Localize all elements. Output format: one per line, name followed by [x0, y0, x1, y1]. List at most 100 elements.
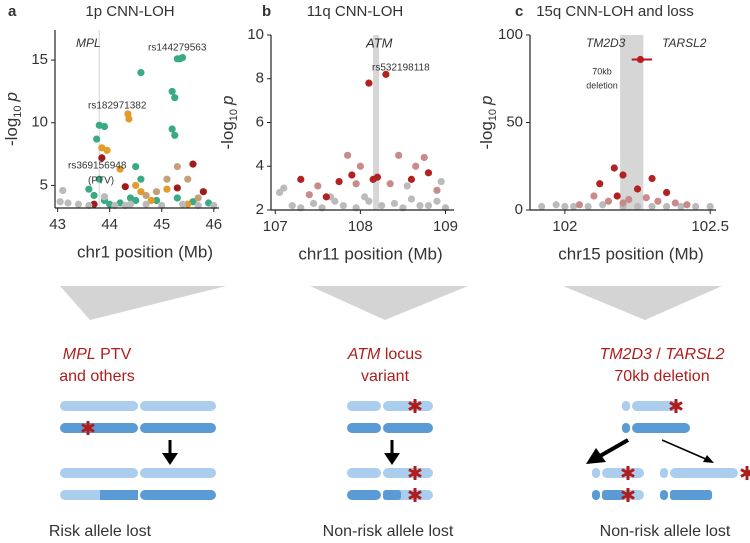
- asterisk: [740, 466, 750, 480]
- point: [85, 201, 93, 210]
- x-tick-label: 46: [205, 216, 222, 233]
- point: [168, 125, 176, 133]
- annotation: 70kb: [592, 66, 612, 76]
- y-label-part: -log: [2, 118, 21, 146]
- highlight-band: [373, 35, 380, 210]
- point: [314, 182, 322, 190]
- point: [100, 122, 109, 131]
- y-tick-label: 8: [256, 70, 264, 87]
- x-tick-label: 45: [153, 216, 170, 233]
- y-tick-label: 10: [247, 26, 264, 43]
- point: [125, 115, 133, 123]
- point: [706, 202, 714, 211]
- point: [590, 192, 598, 200]
- y-label-sub: 10: [12, 105, 24, 117]
- highlight-band: [98, 30, 100, 208]
- annotation: MPL: [76, 36, 101, 50]
- point: [297, 175, 305, 183]
- y-tick-label: 50: [506, 113, 523, 130]
- diagram-heading: MPL PTV: [63, 346, 132, 363]
- point: [599, 201, 607, 209]
- asterisk: [408, 399, 422, 413]
- y-label-p: p: [2, 92, 21, 102]
- point: [538, 202, 546, 211]
- chromosome-diagram: [60, 401, 738, 500]
- point: [424, 202, 433, 210]
- heading-part: /: [652, 346, 665, 363]
- point: [147, 196, 155, 205]
- point: [199, 188, 207, 196]
- diagram-caption: Non-risk allele lost: [323, 523, 454, 540]
- point: [390, 199, 399, 208]
- point: [132, 181, 140, 190]
- point: [619, 199, 627, 207]
- x-axis-label: chr11 position (Mb): [298, 244, 442, 263]
- point: [173, 163, 181, 171]
- panel-title: 1p CNN-LOH: [85, 3, 174, 20]
- heading-part: and others: [59, 368, 135, 385]
- point: [305, 191, 313, 199]
- point: [288, 202, 296, 210]
- variant-markers: [81, 399, 750, 502]
- point: [309, 199, 318, 208]
- point: [437, 177, 445, 186]
- point: [403, 182, 411, 190]
- point: [93, 135, 101, 143]
- point: [625, 195, 633, 204]
- point: [365, 197, 373, 205]
- y-tick-label: 100: [498, 26, 523, 43]
- y-tick-label: 6: [256, 113, 264, 130]
- y-axis-label: -log10 p: [477, 95, 498, 149]
- annotation: ATM: [365, 35, 393, 50]
- diagram-heading: and others: [59, 368, 135, 385]
- diagram-caption: Risk allele lost: [49, 523, 152, 540]
- point: [95, 175, 103, 183]
- x-axis-label: chr15 position (Mb): [558, 244, 704, 263]
- point: [407, 175, 416, 183]
- point: [184, 175, 192, 183]
- point: [633, 202, 642, 211]
- heading-part: locus: [380, 346, 422, 363]
- panel-title: 15q CNN-LOH and loss: [536, 3, 694, 20]
- point: [648, 202, 656, 211]
- point: [152, 196, 161, 205]
- annotation: deletion: [586, 80, 618, 90]
- x-tick-label: 108: [348, 218, 373, 235]
- panel-label: c: [515, 3, 523, 20]
- y-label-part: -log: [218, 121, 237, 149]
- point: [575, 201, 584, 209]
- point: [126, 200, 135, 208]
- y-label-part: -log: [477, 121, 496, 149]
- y-label-sub: 10: [487, 109, 499, 121]
- point: [168, 87, 176, 96]
- y-tick-label: 5: [40, 176, 48, 193]
- annotation: TM2D3: [586, 36, 626, 50]
- point: [280, 184, 288, 192]
- heading-part: 70kb deletion: [614, 368, 709, 385]
- annotation: TARSL2: [662, 36, 707, 50]
- annotation: rs532198118: [372, 63, 430, 74]
- point: [178, 53, 187, 62]
- point: [424, 169, 433, 177]
- point: [420, 153, 428, 162]
- point: [584, 202, 592, 211]
- y-tick-label: 10: [31, 114, 48, 131]
- point: [189, 160, 197, 168]
- annotation: rs144279563: [148, 43, 207, 54]
- annotation: rs369156948: [68, 161, 127, 172]
- funnel: [563, 286, 722, 320]
- point: [642, 194, 650, 202]
- point: [132, 163, 140, 171]
- point: [163, 175, 171, 183]
- panel-title: 11q CNN-LOH: [307, 3, 403, 20]
- diagram-caption: Non-risk allele lost: [600, 523, 731, 540]
- point: [369, 175, 377, 183]
- y-tick-label: 2: [256, 201, 264, 218]
- asterisk: [621, 466, 635, 480]
- y-tick-label: 4: [256, 157, 264, 174]
- panel-label: b: [262, 3, 271, 20]
- point: [433, 186, 441, 194]
- panel-label: a: [8, 3, 17, 20]
- x-tick-label: 43: [49, 216, 66, 233]
